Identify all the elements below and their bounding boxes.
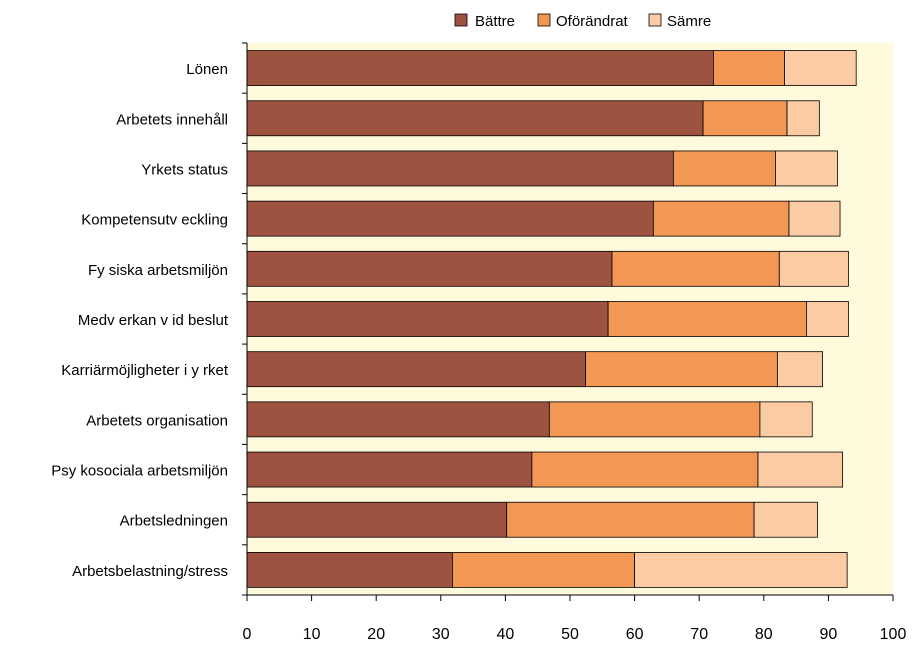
y-axis: Lönen Arbetets innehåll Yrkets status Kompe…: [51, 42, 248, 596]
bar-segment-1-row-4: [246, 200, 654, 237]
x-tick-label: 10: [303, 626, 321, 643]
bar-segment-3-row-4: [788, 200, 841, 237]
x-tick-label: 30: [432, 626, 450, 643]
bar-segment-2-row-10: [506, 501, 755, 538]
legend-label: Bättre: [475, 13, 515, 30]
y-tick-label: Arbetsbelastning/stress: [72, 563, 228, 580]
bar-segment-3-row-1: [784, 50, 857, 86]
y-tick-label: Psy kosociala arbetsmiljön: [51, 463, 228, 480]
y-tick-label: Fy siska arbetsmiljön: [88, 262, 228, 279]
x-tick-label: 100: [880, 626, 907, 643]
bar-segment-2-row-9: [531, 451, 759, 488]
bar-segment-1-row-9: [246, 451, 533, 488]
bar-segment-1-row-5: [246, 250, 613, 287]
bar-segment-3-row-8: [759, 401, 813, 438]
bar-segment-2-row-2: [702, 100, 788, 137]
legend: Bättre Oförändrat Sämre: [454, 13, 711, 30]
x-tick-label: 70: [690, 626, 708, 643]
bar-segment-1-row-6: [246, 301, 609, 337]
bar-segment-2-row-6: [607, 301, 807, 337]
x-tick-label: 90: [820, 626, 838, 643]
bar-segment-1-row-1: [246, 50, 714, 86]
legend-label: Sämre: [667, 13, 711, 30]
bar-segment-3-row-6: [806, 301, 849, 337]
bar-segment-2-row-5: [611, 250, 780, 287]
bar-segment-1-row-2: [246, 100, 704, 137]
y-tick-label: Lönen: [186, 61, 228, 78]
bar-segment-2-row-11: [452, 552, 636, 588]
x-tick-label: 40: [497, 626, 515, 643]
bar-segment-1-row-10: [246, 501, 508, 538]
bar-segment-3-row-7: [776, 351, 823, 388]
bar-segment-2-row-3: [672, 150, 776, 187]
bar-segment-1-row-7: [246, 351, 586, 388]
bar-segment-2-row-7: [585, 351, 778, 388]
bar-segment-2-row-8: [548, 401, 761, 438]
bar-segment-3-row-9: [757, 451, 844, 488]
x-tick-label: 80: [755, 626, 773, 643]
y-tick-label: Kompetensutv eckling: [81, 212, 228, 229]
x-tick-label: 60: [626, 626, 644, 643]
bars: [246, 50, 857, 588]
bar-segment-2-row-4: [652, 200, 790, 237]
bar-segment-1-row-3: [246, 150, 674, 187]
bar-segment-3-row-2: [786, 100, 820, 137]
y-tick-label: Medv erkan v id beslut: [78, 312, 229, 329]
bar-segment-2-row-1: [713, 50, 785, 86]
y-tick-label: Arbetets organisation: [86, 412, 228, 429]
legend-swatch: [454, 13, 468, 27]
x-tick-label: 50: [561, 626, 579, 643]
x-tick-label: 0: [243, 626, 252, 643]
bar-segment-3-row-10: [753, 501, 818, 538]
bar-segment-1-row-11: [246, 552, 453, 588]
bar-segment-3-row-11: [634, 552, 848, 588]
y-tick-label: Arbetsledningen: [120, 513, 228, 530]
y-tick-label: Yrkets status: [141, 161, 228, 178]
legend-swatch: [648, 13, 662, 27]
y-tick-label: Arbetets innehåll: [116, 111, 228, 128]
legend-label: Oförändrat: [556, 13, 629, 30]
x-axis: 0 10 20 30 40 50 60 70 80 90 100: [243, 594, 907, 643]
bar-segment-3-row-3: [775, 150, 838, 187]
x-tick-label: 20: [367, 626, 385, 643]
legend-swatch: [537, 13, 551, 27]
y-tick-label: Karriärmöjligheter i y rket: [61, 362, 229, 379]
bar-segment-1-row-8: [246, 401, 550, 438]
bar-segment-3-row-5: [778, 250, 849, 287]
